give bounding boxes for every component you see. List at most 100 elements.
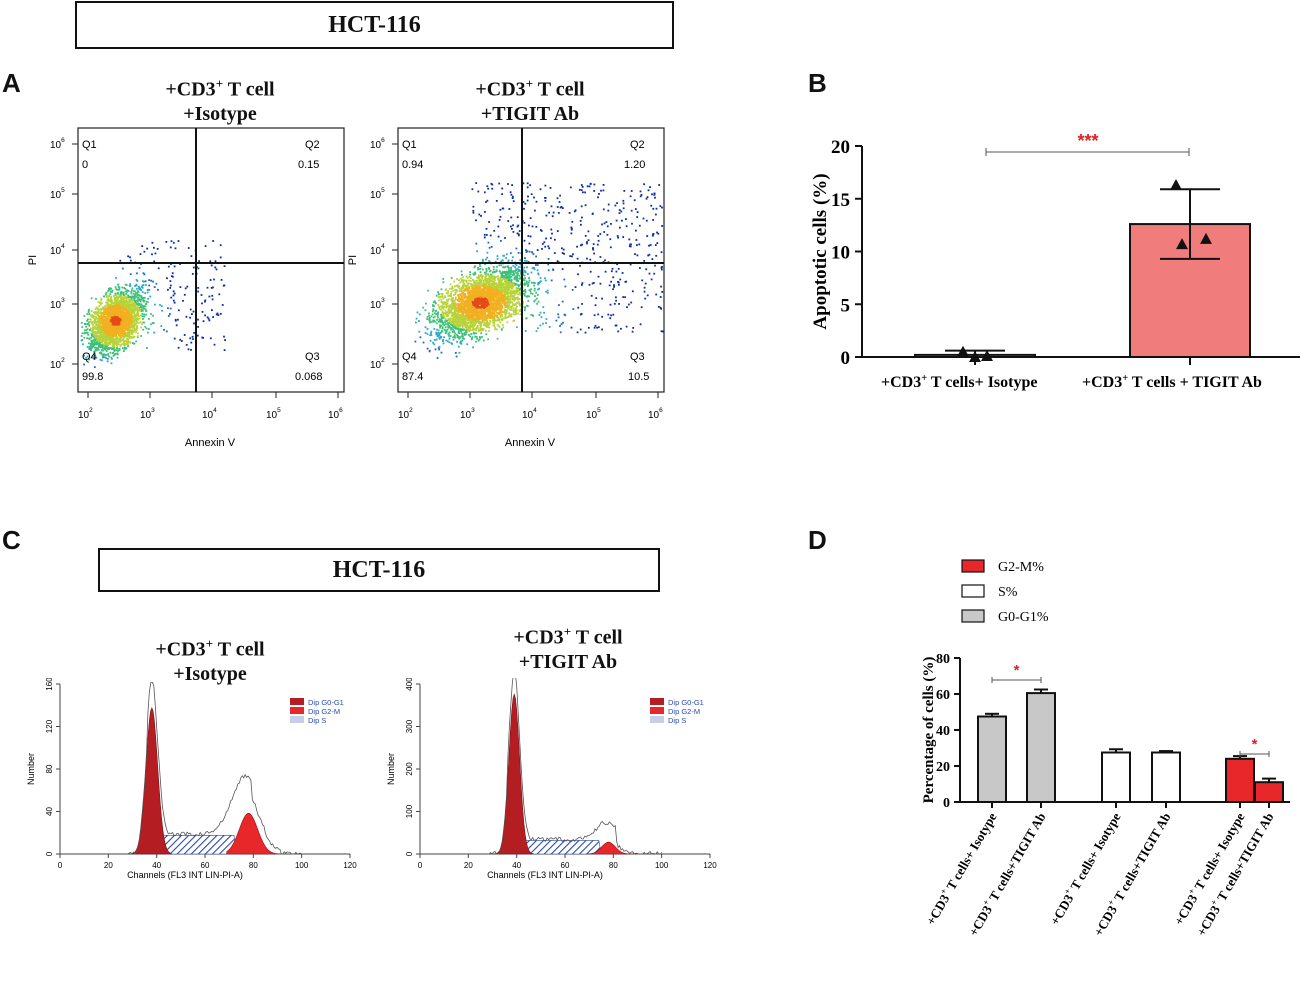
event-dot [514,277,517,280]
event-dot [89,318,92,321]
q2-value: 0.15 [298,159,319,171]
event-dot [587,230,590,233]
event-dot [518,277,521,280]
event-dot [477,315,480,318]
event-dot [456,278,458,280]
event-dot [109,351,112,354]
event-dot [109,347,112,349]
event-dot [165,241,168,243]
event-dot [143,307,145,310]
event-dot [153,286,156,288]
event-dot [131,326,134,329]
event-dot [487,299,489,302]
event-dot [103,309,106,311]
event-dot [126,318,129,321]
event-dot [136,280,139,282]
y-tick-label: 104 [50,243,65,257]
event-dot [107,321,110,324]
event-dot [509,191,512,194]
event-dot [613,286,615,288]
event-dot [477,297,480,300]
event-dot [454,332,457,335]
event-dot [121,314,124,317]
event-dot [120,320,123,323]
event-dot [557,316,560,319]
event-dot [104,304,107,307]
event-dot [457,312,460,315]
event-dot [121,307,124,309]
event-dot [110,297,112,300]
event-dot [469,277,472,279]
event-dot [136,300,139,303]
event-dot [475,279,478,282]
event-dot [426,316,429,318]
event-dot [117,332,120,335]
event-dot [106,347,108,349]
event-dot [460,335,462,338]
event-dot [487,266,490,269]
event-dot [122,293,125,295]
event-dot [590,294,593,297]
event-dot [436,333,439,335]
event-dot [450,295,452,297]
event-dot [97,301,100,304]
event-dot [537,272,540,275]
event-dot [452,325,454,328]
event-dot [94,334,96,337]
event-dot [434,348,437,351]
event-dot [107,290,110,293]
event-dot [481,284,483,287]
event-dot [452,289,455,292]
event-dot [479,271,482,273]
event-dot [448,322,451,325]
event-dot [457,308,460,311]
event-dot [493,276,495,279]
event-dot [148,318,150,320]
event-dot [493,294,496,296]
event-dot [224,339,226,341]
event-dot [574,286,577,288]
event-dot [596,326,598,329]
event-dot [497,225,500,228]
event-dot [100,302,103,304]
event-dot [152,314,154,317]
event-dot [471,309,474,311]
event-dot [125,298,128,300]
event-dot [536,294,539,296]
event-dot [87,310,90,312]
event-dot [574,209,577,212]
event-dot [497,293,500,296]
event-dot [606,233,609,236]
event-dot [116,315,118,318]
event-dot [107,347,110,349]
event-dot [115,323,118,325]
event-dot [491,277,493,279]
event-dot [87,311,90,313]
event-dot [511,295,514,298]
event-dot [90,345,92,348]
event-dot [99,326,101,329]
event-dot [185,344,188,346]
event-dot [97,347,99,349]
event-dot [436,328,438,331]
event-dot [128,303,131,306]
event-dot [121,267,124,270]
event-dot [501,307,504,309]
event-dot [130,297,133,300]
event-dot [110,362,113,365]
event-dot [130,314,132,317]
event-dot [524,277,526,279]
event-dot [102,338,104,340]
event-dot [485,268,488,270]
event-dot [127,319,130,322]
event-dot [504,294,507,296]
event-dot [526,280,528,283]
event-dot [128,322,131,325]
event-dot [604,270,607,273]
event-dot [452,299,455,302]
event-dot [130,321,133,324]
event-dot [453,323,455,326]
event-dot [94,348,97,351]
event-dot [173,265,176,268]
event-dot [171,272,174,275]
